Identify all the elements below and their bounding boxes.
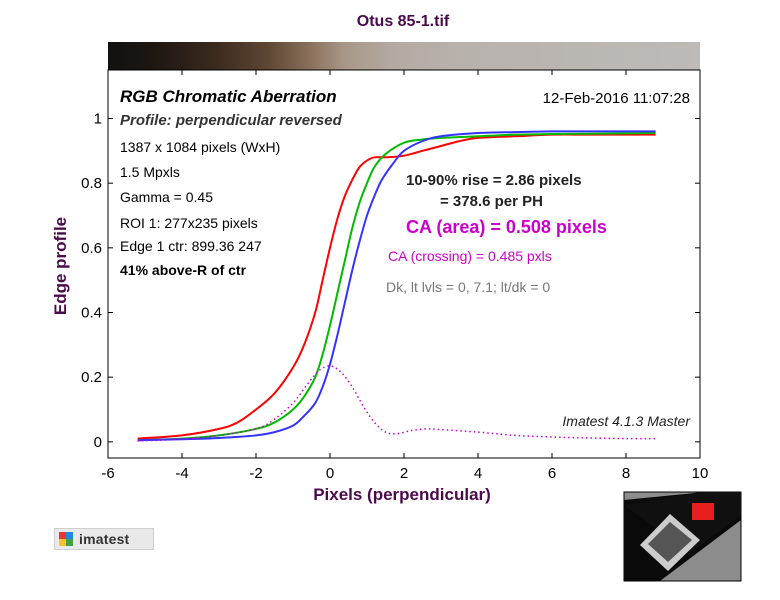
blue-channel-line	[137, 130, 656, 442]
mpxls-text: 1.5 Mpxls	[120, 164, 180, 180]
y-tick-label: 0.6	[81, 240, 102, 257]
axis-ticks: -6 -4 -2 0 2 4 6 8 10 0 0.2 0.4 0.6 0.8 1	[81, 70, 708, 482]
tone-gradient-strip	[108, 42, 700, 70]
x-tick-label: -2	[249, 465, 262, 482]
series-group	[137, 130, 656, 442]
x-tick-label: 8	[622, 465, 630, 482]
x-tick-label: -4	[175, 465, 188, 482]
y-tick-label: 0.2	[81, 369, 102, 386]
edge-text: Edge 1 ctr: 899.36 247	[120, 238, 262, 254]
imatest-logo: imatest	[54, 528, 154, 550]
y-tick-label: 0	[94, 434, 102, 451]
y-tick-label: 0.4	[81, 305, 102, 322]
x-tick-label: 10	[692, 465, 709, 482]
software-text: Imatest 4.1.3 Master	[562, 413, 691, 429]
x-tick-label: 2	[400, 465, 408, 482]
chart-title: Otus 85-1.tif	[357, 13, 450, 30]
ca-area-text: CA (area) = 0.508 pixels	[406, 217, 607, 237]
roi-thumbnail	[623, 491, 742, 582]
ca-crossing-text: CA (crossing) = 0.485 pxls	[388, 248, 552, 264]
x-tick-label: -6	[101, 465, 114, 482]
profile-text: Profile: perpendicular reversed	[120, 112, 343, 129]
x-tick-label: 6	[548, 465, 556, 482]
x-tick-label: 0	[326, 465, 334, 482]
x-tick-label: 4	[474, 465, 482, 482]
rise-text-2: = 378.6 per PH	[440, 193, 543, 210]
heading-text: RGB Chromatic Aberration	[120, 87, 337, 106]
above-text: 41% above-R of ctr	[120, 262, 247, 278]
gamma-text: Gamma = 0.45	[120, 189, 213, 205]
logo-text: imatest	[79, 531, 130, 547]
levels-text: Dk, lt lvls = 0, 7.1; lt/dk = 0	[386, 279, 550, 295]
y-tick-label: 1	[94, 111, 102, 128]
imatest-logo-icon	[59, 532, 73, 546]
size-text: 1387 x 1084 pixels (WxH)	[120, 139, 280, 155]
green-channel-line	[137, 132, 656, 442]
timestamp-text: 12-Feb-2016 11:07:28	[543, 90, 690, 107]
y-tick-label: 0.8	[81, 175, 102, 192]
roi-text: ROI 1: 277x235 pixels	[120, 215, 258, 231]
y-axis-label: Edge profile	[51, 217, 70, 315]
rise-text-1: 10-90% rise = 2.86 pixels	[406, 172, 582, 189]
red-channel-line	[137, 133, 656, 440]
x-axis-label: Pixels (perpendicular)	[313, 485, 491, 504]
